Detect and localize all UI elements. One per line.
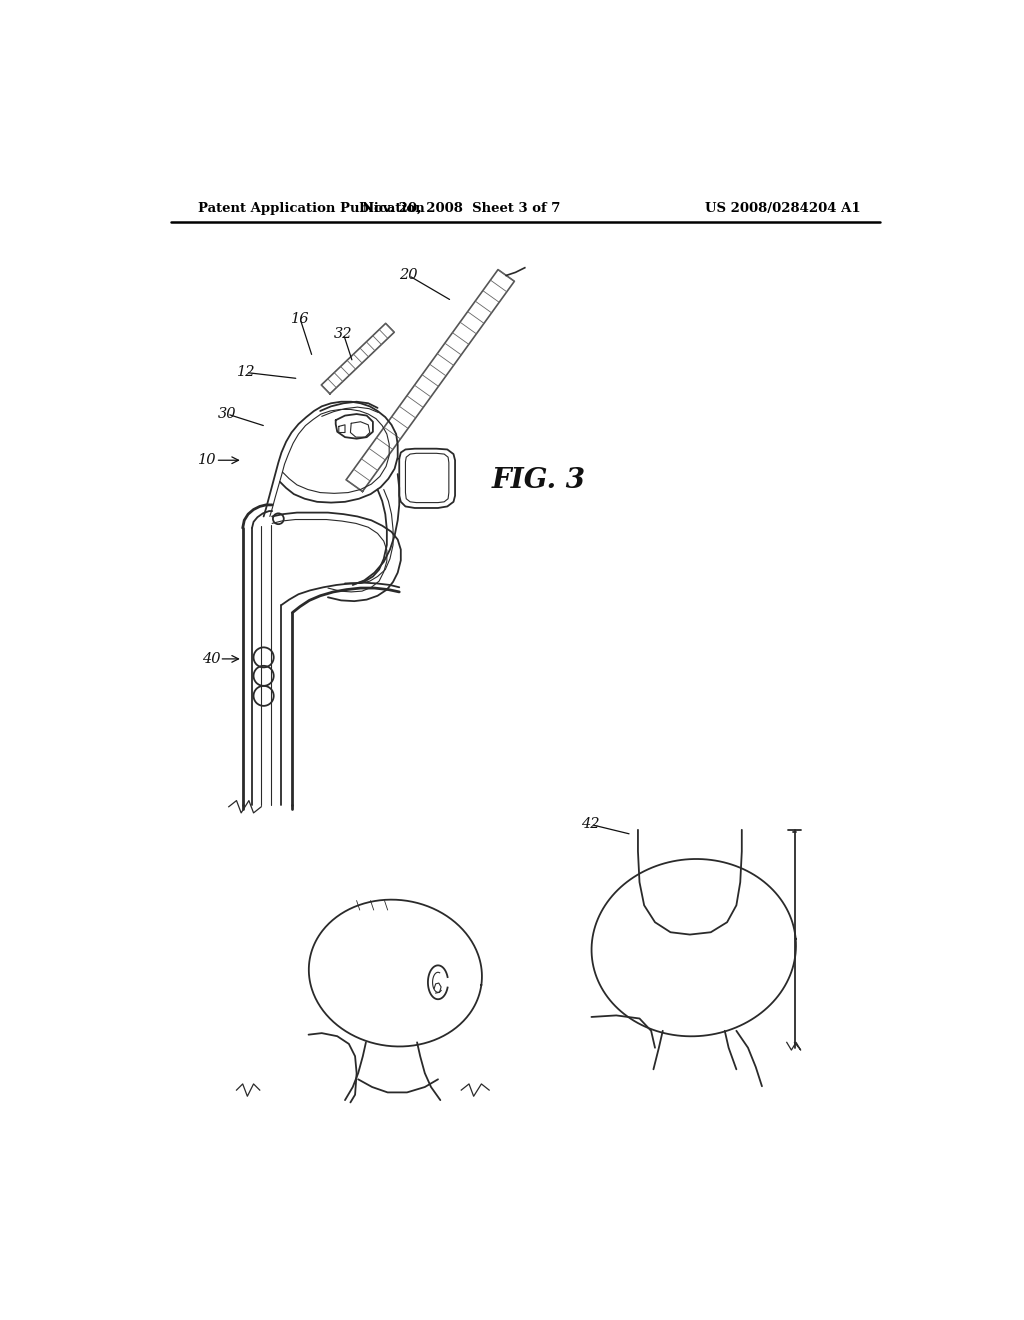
Text: 20: 20 [399, 268, 418, 282]
Text: FIG. 3: FIG. 3 [492, 467, 586, 494]
Text: 42: 42 [582, 817, 600, 832]
Text: 12: 12 [237, 366, 255, 379]
Text: 32: 32 [334, 327, 352, 341]
Text: US 2008/0284204 A1: US 2008/0284204 A1 [706, 202, 861, 215]
Text: 30: 30 [218, 407, 237, 421]
Text: Nov. 20, 2008  Sheet 3 of 7: Nov. 20, 2008 Sheet 3 of 7 [362, 202, 560, 215]
Text: 16: 16 [291, 312, 309, 326]
Text: 10: 10 [198, 453, 216, 467]
Text: Patent Application Publication: Patent Application Publication [198, 202, 425, 215]
Text: 40: 40 [202, 652, 220, 665]
